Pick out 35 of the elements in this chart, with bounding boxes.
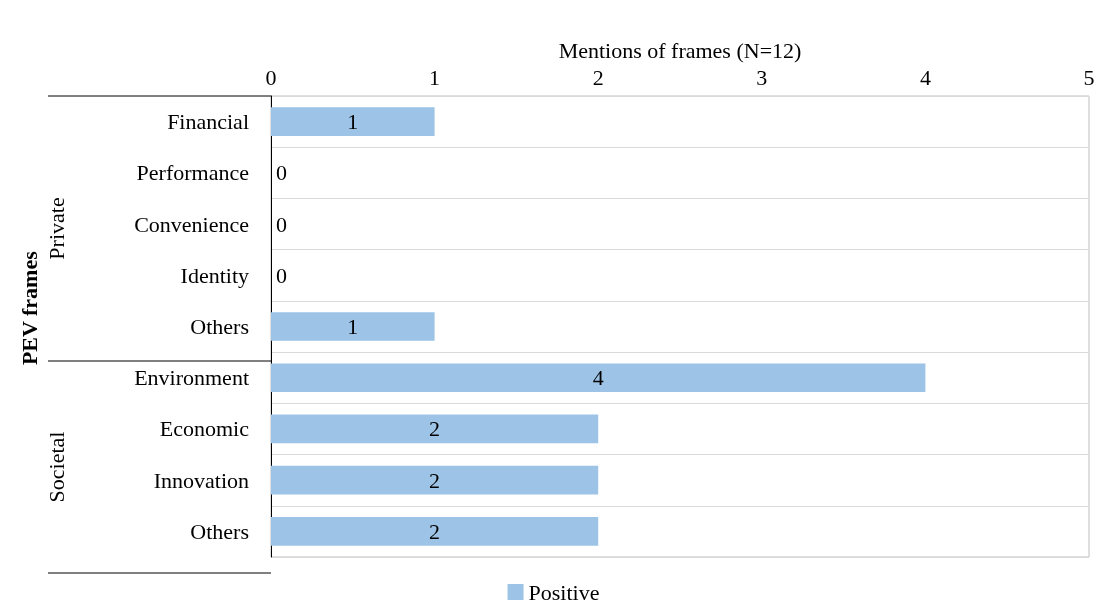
- x-tick-label: 0: [265, 64, 277, 90]
- data-label: 0: [276, 262, 287, 288]
- data-label: 4: [592, 365, 604, 391]
- bar: [271, 107, 435, 136]
- y-tick-label: Others: [190, 314, 249, 339]
- x-tick-label: 5: [1083, 64, 1095, 90]
- x-axis-title: Mentions of frames (N=12): [558, 37, 802, 63]
- y-tick-label: Environment: [134, 365, 249, 391]
- y-tick-label: Economic: [159, 416, 250, 442]
- y-tick-label: Financial: [167, 109, 249, 135]
- bar: [271, 465, 599, 495]
- legend-label: Positive: [528, 579, 600, 605]
- data-label: 1: [347, 109, 359, 135]
- x-tick-label: 2: [592, 64, 604, 90]
- text: Private: [43, 197, 69, 260]
- data-label: 2: [429, 467, 441, 493]
- x-tick-label: 1: [429, 64, 441, 90]
- bar: [271, 363, 926, 393]
- y-tick-label: Innovation: [153, 467, 249, 493]
- x-tick-label: 4: [919, 64, 931, 90]
- x-tick-label: 3: [756, 64, 768, 90]
- y-tick-label: Identity: [180, 262, 249, 288]
- y-tick-label: Performance: [136, 160, 249, 186]
- text: Societal: [43, 431, 69, 503]
- data-label: 0: [276, 211, 287, 237]
- bar: [271, 517, 599, 546]
- y-axis-title: PEV frames: [16, 250, 42, 366]
- data-label: 2: [429, 518, 441, 544]
- data-label: 2: [429, 416, 441, 442]
- y-tick-label: Convenience: [134, 211, 249, 237]
- data-label: 1: [347, 314, 359, 339]
- bar: [271, 312, 435, 341]
- bar: [271, 414, 599, 444]
- y-tick-label: Others: [190, 518, 249, 544]
- data-label: 0: [276, 160, 287, 186]
